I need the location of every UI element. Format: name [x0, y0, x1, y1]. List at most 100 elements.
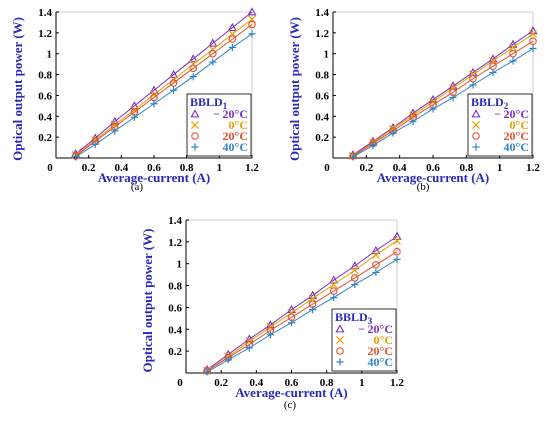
data-point [350, 261, 360, 270]
data-point [371, 245, 381, 255]
series-line [206, 240, 398, 372]
legend-entry: 40°C [368, 355, 393, 369]
legend-marker [472, 143, 480, 151]
legend-entry: 20°C [223, 129, 248, 143]
legend-box [467, 93, 533, 157]
legend-marker [471, 109, 481, 118]
x-tick-label: 0.4 [393, 162, 407, 174]
data-point [203, 368, 211, 376]
data-point [266, 331, 274, 339]
legend-entry: 40°C [504, 140, 529, 154]
data-point [389, 129, 397, 137]
y-tick-label: 0.4 [168, 324, 182, 336]
data-point [72, 153, 80, 161]
legend-title: BBLD1 [190, 95, 228, 111]
y-tick-label: 1.4 [168, 215, 182, 227]
data-point [227, 22, 237, 32]
x-tick-label: 0.4 [114, 162, 128, 174]
x-tick-label: 0.4 [249, 377, 263, 389]
x-tick-label: 0.2 [359, 162, 373, 174]
legend-entry: − 20°C [213, 107, 248, 121]
series-line [75, 33, 253, 158]
x-tick-label: 1 [359, 377, 365, 389]
data-point [248, 20, 256, 29]
data-point [224, 356, 232, 364]
data-point [309, 306, 317, 314]
legend-box [186, 93, 252, 157]
legend-marker [335, 335, 345, 345]
data-point [130, 106, 139, 115]
data-point [111, 127, 119, 135]
x-tick-label: 0.2 [214, 377, 228, 389]
data-point [392, 236, 402, 245]
x-tick-label: 0.8 [180, 162, 194, 174]
y-tick-label: 0.8 [168, 281, 182, 293]
data-point [529, 44, 537, 53]
series-line [352, 40, 534, 157]
legend-marker [190, 120, 200, 130]
data-point [208, 38, 218, 47]
series-line [206, 235, 398, 371]
y-tick-label: 0.6 [38, 90, 52, 102]
series-line [75, 18, 253, 156]
y-tick-label: 1.2 [168, 237, 182, 249]
series-4 [72, 30, 256, 161]
y-tick-label: 0.2 [38, 132, 52, 144]
panel-caption: (a) [131, 181, 144, 193]
data-point [247, 7, 257, 16]
y-tick-label: 1 [324, 49, 330, 61]
x-tick-label: 1 [497, 162, 503, 174]
x-tick-label: 1.2 [526, 162, 540, 174]
data-point [169, 79, 178, 87]
legend-entry: − 20°C [494, 107, 529, 121]
legend-marker [336, 358, 344, 366]
data-point [350, 266, 359, 275]
legend-marker [471, 120, 481, 130]
legend-entry: 0°C [510, 118, 529, 132]
y-tick-label: 0.4 [38, 111, 52, 123]
chart-panel-2: 0 0.2 0.4 0.6 0.8 1 1.2 0.2 0.4 0.6 0.8 1 1.2 1.4 Aver… [287, 7, 540, 193]
data-point [372, 268, 380, 277]
series-line [206, 258, 398, 373]
x-tick-label: 1.2 [245, 162, 259, 174]
data-point [287, 319, 296, 327]
series-line [206, 251, 398, 372]
data-point [529, 37, 537, 45]
legend-entry: − 20°C [358, 322, 393, 336]
data-point [409, 117, 417, 126]
data-point [170, 86, 178, 94]
chart-panel-3: 0 0.2 0.4 0.6 0.8 1 1.2 0.2 0.4 0.6 0.8 1 1.2 1.4 Aver… [140, 215, 404, 411]
series-4 [203, 255, 401, 376]
data-point [408, 111, 418, 120]
y-axis-label: Optical output power (W) [287, 17, 302, 161]
y-tick-label: 1.4 [315, 7, 329, 19]
data-point [392, 231, 402, 240]
legend-entry: 20°C [368, 344, 393, 358]
data-point [228, 35, 237, 43]
series-line [352, 33, 534, 157]
legend-title-subscript: 3 [368, 316, 373, 326]
data-point [329, 275, 339, 284]
x-tick-label: 1.2 [390, 377, 404, 389]
y-axis-label: Optical output power (W) [10, 17, 25, 161]
x-tick-label: 0.6 [147, 162, 161, 174]
x-tick-label: 0.2 [82, 162, 96, 174]
data-point [349, 153, 357, 161]
x-tick-label: 0.8 [320, 377, 334, 389]
legend-marker [336, 347, 344, 355]
data-point [393, 247, 401, 256]
legend-entry: 0°C [374, 333, 393, 347]
data-point [188, 54, 198, 63]
series-line [75, 11, 253, 155]
y-tick-label: 1 [47, 49, 53, 61]
y-tick-label: 1.2 [315, 28, 329, 40]
y-axis-label: Optical output power (W) [140, 229, 155, 373]
x-tick-label: 1 [217, 162, 223, 174]
legend-marker [191, 143, 199, 151]
data-point [169, 69, 179, 79]
data-point [189, 64, 197, 73]
x-axis-label: Average-current (A) [377, 170, 490, 185]
data-point [91, 140, 99, 149]
y-tick-label: 0.8 [38, 70, 52, 82]
